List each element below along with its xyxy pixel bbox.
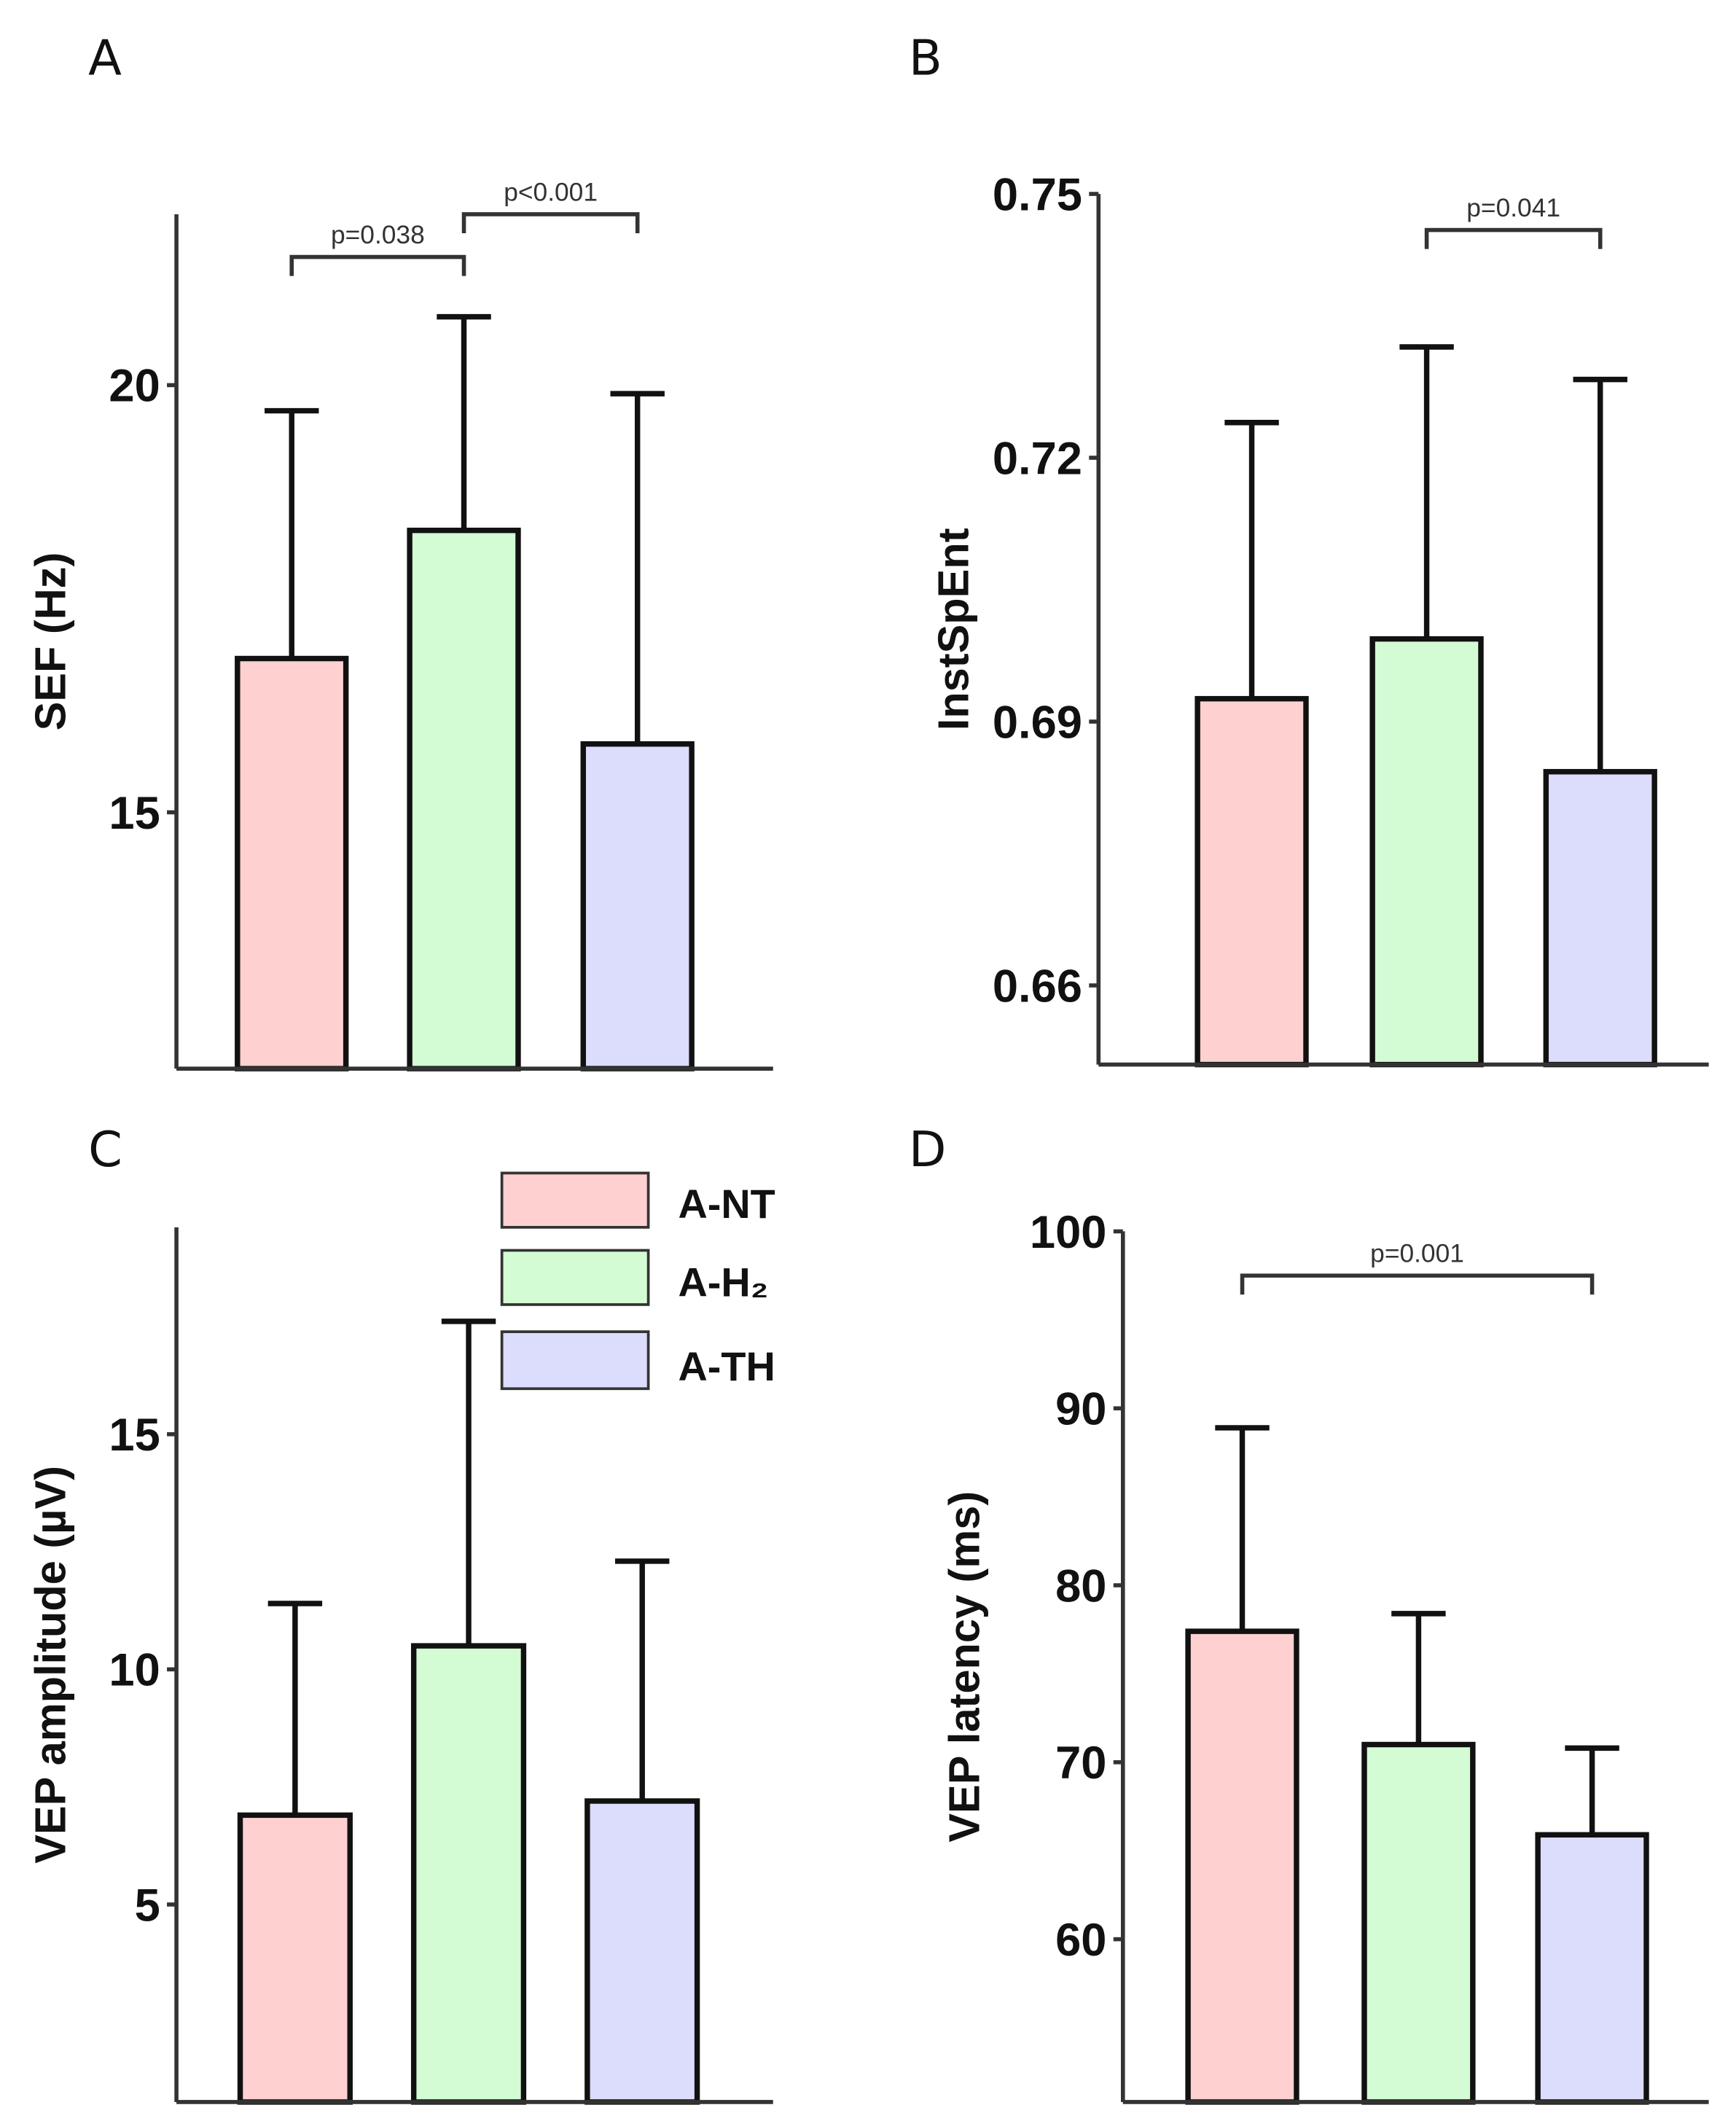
bar-a-h2	[1369, 636, 1484, 1068]
panel-label: B	[909, 29, 942, 86]
y-tick-label: 0.75	[993, 169, 1082, 220]
y-tick-label: 100	[1030, 1207, 1107, 1258]
significance-bracket	[461, 212, 640, 234]
panel-label: A	[88, 29, 122, 86]
bar-a-th	[1535, 1832, 1649, 2105]
legend-swatch-a-th	[500, 1330, 650, 1391]
y-tick-label: 15	[109, 1410, 160, 1461]
y-axis-label: InstSpEnt	[929, 528, 978, 730]
panel-c: C 5 10 15 VEP amplitude (µV)	[26, 1121, 773, 2105]
bar-a-h2	[1361, 1741, 1476, 2105]
legend: A-NT A-H₂ A-TH	[500, 1171, 775, 1391]
bar-a-nt	[237, 1812, 353, 2105]
y-axis-label: VEP latency (ms)	[940, 1491, 989, 1843]
bar-a-nt	[1195, 695, 1309, 1068]
panel-d: D 60 70 80 90 100 VEP latency (ms) p=0.001	[909, 1121, 1709, 2105]
y-tick-label: 0.72	[993, 433, 1082, 484]
y-tick-label: 20	[109, 361, 160, 412]
significance-bracket	[1240, 1273, 1595, 1295]
y-tick-label: 80	[1055, 1561, 1106, 1612]
y-axis-label: SEF (Hz)	[26, 552, 75, 731]
panel-label: D	[909, 1121, 947, 1178]
y-tick-label: 90	[1055, 1384, 1106, 1435]
panel-b: B 0.66 0.69 0.72 0.75 InstSpEnt p=0.041	[909, 29, 1709, 1068]
y-tick-label: 0.69	[993, 697, 1082, 748]
bar-a-th	[580, 741, 695, 1071]
significance-bracket	[289, 254, 466, 276]
panel-label: C	[88, 1121, 122, 1178]
y-tick-label: 70	[1055, 1738, 1106, 1789]
bar-a-nt	[235, 655, 349, 1071]
y-tick-label: 0.66	[993, 961, 1082, 1012]
p-value-label: p<0.001	[504, 178, 598, 206]
p-value-label: p=0.001	[1370, 1240, 1464, 1268]
y-tick-label: 60	[1055, 1915, 1106, 1966]
legend-swatch-a-h2	[500, 1249, 650, 1306]
bar-a-nt	[1185, 1628, 1299, 2105]
bar-a-h2	[407, 527, 521, 1071]
y-tick-label: 15	[109, 788, 160, 839]
bar-a-th	[1543, 769, 1657, 1068]
bar-a-h2	[410, 1643, 527, 2105]
legend-label-a-h2: A-H₂	[679, 1259, 769, 1305]
p-value-label: p=0.038	[331, 221, 425, 249]
significance-bracket	[1424, 227, 1603, 249]
panel-a: A 15 20 SEF (Hz) p=0.038 p<0.001	[26, 29, 773, 1071]
y-tick-label: 10	[109, 1645, 160, 1696]
legend-label-a-th: A-TH	[679, 1343, 775, 1389]
legend-swatch-a-nt	[500, 1171, 650, 1229]
y-axis-label: VEP amplitude (µV)	[26, 1466, 75, 1864]
legend-label-a-nt: A-NT	[679, 1181, 775, 1227]
bar-a-th	[584, 1798, 700, 2105]
p-value-label: p=0.041	[1466, 194, 1560, 222]
y-tick-label: 5	[135, 1880, 160, 1931]
